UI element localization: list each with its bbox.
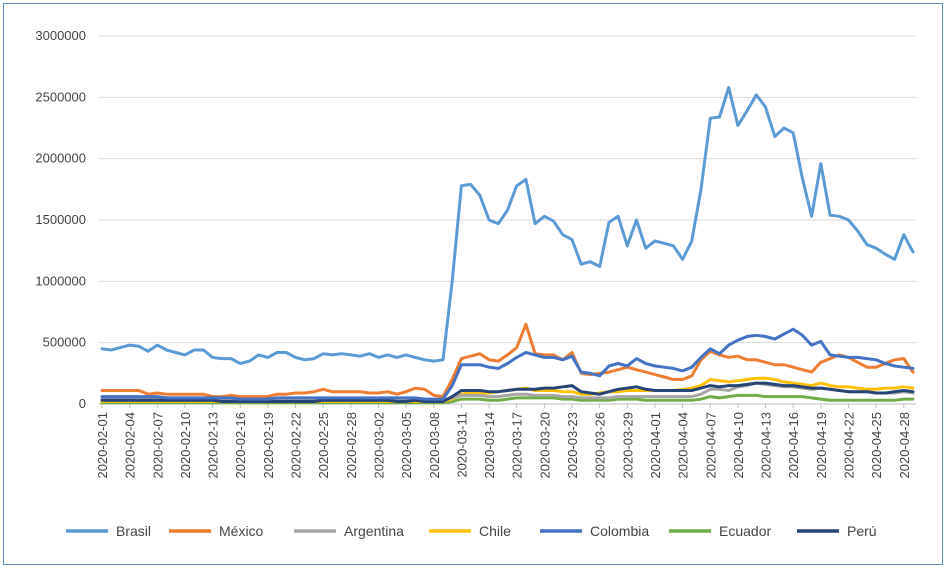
x-tick-label: 2020-04-19	[814, 412, 829, 479]
x-tick-label: 2020-03-14	[482, 412, 497, 479]
x-tick-label: 2020-02-22	[289, 412, 304, 479]
series-line-perú	[100, 381, 915, 403]
x-tick-label: 2020-03-02	[371, 412, 386, 479]
line-chart: 3000000 2500000 2000000 1500000 1000000 50000…	[35, 28, 916, 539]
x-tick-label: 2020-03-05	[399, 412, 414, 479]
x-tick-label: 2020-02-10	[178, 412, 193, 479]
legend-label: Ecuador	[719, 523, 771, 539]
legend-label: Argentina	[344, 523, 404, 539]
series-lines	[100, 86, 915, 405]
x-tick-label: 2020-04-16	[786, 412, 801, 479]
x-tick-label: 2020-02-16	[233, 412, 248, 479]
x-tick-label: 2020-02-28	[344, 412, 359, 479]
y-tick-label: 3000000	[35, 28, 86, 43]
series-line-méxico	[100, 322, 915, 399]
y-axis: 3000000 2500000 2000000 1500000 1000000 50000…	[35, 28, 86, 411]
legend-item-brasil: Brasil	[66, 523, 151, 539]
legend: Brasil México Argentina Chile Colombia Ecuado…	[66, 523, 877, 539]
legend-label: Chile	[479, 523, 511, 539]
legend-item-ecuador: Ecuador	[669, 523, 771, 539]
y-tick-label: 1500000	[35, 212, 86, 227]
x-tick-label: 2020-03-23	[565, 412, 580, 479]
x-tick-label: 2020-03-17	[510, 412, 525, 479]
y-tick-label: 2000000	[35, 151, 86, 166]
y-tick-label: 500000	[43, 335, 86, 350]
legend-item-argentina: Argentina	[294, 523, 404, 539]
x-tick-label: 2020-03-08	[427, 412, 442, 479]
x-tick-label: 2020-03-26	[593, 412, 608, 479]
x-tick-label: 2020-03-29	[620, 412, 635, 479]
chart-frame: 3000000 2500000 2000000 1500000 1000000 50000…	[3, 3, 943, 565]
y-tick-label: 2500000	[35, 89, 86, 104]
x-tick-label: 2020-02-25	[316, 412, 331, 479]
legend-item-méxico: México	[169, 523, 264, 539]
legend-label: Brasil	[116, 523, 151, 539]
x-tick-label: 2020-04-07	[703, 412, 718, 479]
grid-lines	[99, 35, 916, 405]
x-tick-label: 2020-04-13	[759, 412, 774, 479]
y-tick-label: 0	[79, 396, 86, 411]
x-tick-label: 2020-03-11	[454, 412, 469, 478]
y-tick-label: 1000000	[35, 273, 86, 288]
x-tick-label: 2020-02-01	[95, 412, 110, 479]
legend-label: Perú	[847, 523, 877, 539]
x-tick-label: 2020-02-04	[123, 412, 138, 479]
x-tick-label: 2020-03-20	[537, 412, 552, 479]
x-tick-label: 2020-04-28	[897, 412, 912, 479]
x-tick-label: 2020-04-10	[731, 412, 746, 479]
legend-item-perú: Perú	[797, 523, 877, 539]
series-line-brasil	[100, 86, 915, 365]
x-axis: 2020-02-01 2020-02-04 2020-02-07 2020-02-10…	[95, 403, 916, 479]
series-line-colombia	[100, 327, 915, 401]
x-tick-label: 2020-02-07	[150, 412, 165, 479]
legend-label: México	[219, 523, 264, 539]
x-tick-label: 2020-04-04	[676, 412, 691, 479]
legend-item-chile: Chile	[429, 523, 511, 539]
x-tick-label: 2020-04-01	[648, 412, 663, 479]
x-tick-label: 2020-02-13	[206, 412, 221, 479]
legend-item-colombia: Colombia	[540, 523, 649, 539]
x-tick-label: 2020-04-22	[841, 412, 856, 479]
x-tick-label: 2020-04-25	[869, 412, 884, 479]
x-tick-label: 2020-02-19	[261, 412, 276, 479]
legend-label: Colombia	[590, 523, 649, 539]
